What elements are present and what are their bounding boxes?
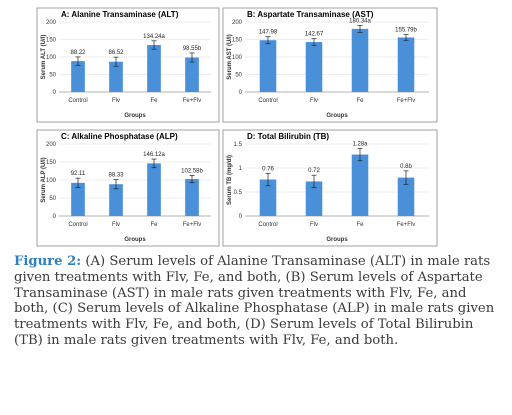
y-tick-label: 150	[232, 38, 243, 44]
y-tick-label: 0	[239, 214, 243, 220]
bar	[397, 177, 415, 216]
bar	[147, 163, 161, 216]
data-label: 146.12a	[143, 152, 165, 158]
bar	[351, 154, 369, 216]
data-label: 86.52	[108, 50, 124, 56]
bar	[305, 181, 323, 216]
x-tick-label: Flv	[112, 98, 120, 104]
x-tick-label: Flv	[310, 222, 318, 228]
bar	[185, 57, 199, 92]
y-tick-label: 150	[46, 38, 57, 44]
x-axis-label: Groups	[124, 237, 146, 243]
y-tick-label: 0.5	[234, 190, 243, 196]
data-label: 98.55b	[183, 46, 202, 52]
y-axis-label: Serum ALT (U/l)	[41, 35, 47, 80]
y-tick-label: 0	[239, 90, 243, 96]
bar	[397, 37, 415, 92]
y-tick-label: 200	[46, 20, 57, 26]
data-label: 0.8b	[400, 164, 412, 170]
chart-title-d: D: Total Bilirubin (TB)	[247, 132, 329, 141]
bar	[109, 61, 123, 92]
x-axis-label: Groups	[326, 113, 348, 119]
y-tick-label: 50	[49, 73, 56, 79]
figure-label: Figure 2:	[14, 254, 82, 269]
chart-panel-c: C: Alkaline Phosphatase (ALP) 0 50 100 150 20…	[36, 129, 220, 247]
chart-panel-d: D: Total Bilirubin (TB) 0 0.5 1 1.5 Serum TB …	[222, 129, 438, 247]
x-tick-label: Fe	[150, 222, 158, 228]
x-tick-label: Control	[258, 222, 277, 228]
y-tick-label: 150	[46, 160, 57, 166]
y-axis-label: Serum ALP (U/l)	[41, 157, 47, 202]
data-label: 155.79b	[395, 28, 417, 34]
y-axis-label: Serum AST (U/l)	[227, 34, 233, 79]
x-axis-label: Groups	[326, 237, 348, 243]
x-tick-label: Fe+Flv	[183, 222, 202, 228]
y-tick-label: 50	[235, 73, 242, 79]
bar	[71, 182, 85, 216]
y-tick-label: 1.5	[234, 142, 243, 148]
x-tick-label: Flv	[310, 98, 318, 104]
x-tick-label: Fe+Flv	[397, 98, 416, 104]
figure-caption: Figure 2: (A) Serum levels of Alanine Tr…	[14, 254, 500, 349]
x-tick-label: Flv	[112, 222, 120, 228]
caption-text: (A) Serum levels of Alanine Transaminase…	[14, 254, 495, 348]
data-label: 0.76	[262, 166, 274, 172]
data-label: 1.28a	[352, 141, 368, 147]
x-tick-label: Control	[258, 98, 277, 104]
chart-panel-a: A: Alanine Transaminase (ALT) 0 50 100 150 20…	[36, 7, 220, 123]
data-label: 147.98	[259, 30, 278, 36]
data-label: 180.34a	[349, 18, 371, 24]
bar	[71, 61, 85, 92]
x-tick-label: Fe	[150, 98, 158, 104]
x-tick-label: Fe+Flv	[397, 222, 416, 228]
chart-title-a: A: Alanine Transaminase (ALT)	[61, 10, 179, 19]
bar	[185, 179, 199, 216]
y-tick-label: 1	[239, 166, 243, 172]
y-tick-label: 50	[49, 196, 56, 202]
y-axis-label: Serum TB (mg/dl)	[227, 155, 233, 205]
data-label: 88.22	[70, 50, 86, 56]
x-tick-label: Fe	[356, 222, 364, 228]
y-tick-label: 0	[53, 214, 57, 220]
data-label: 134.24a	[143, 34, 165, 40]
data-label: 142.67	[305, 32, 324, 38]
x-axis-label: Groups	[124, 113, 146, 119]
data-label: 88.33	[108, 173, 124, 179]
figure-charts: A: Alanine Transaminase (ALT)05010015020…	[36, 7, 438, 247]
y-tick-label: 100	[232, 55, 243, 61]
chart-title-b: B: Aspartate Transaminase (AST)	[247, 10, 374, 19]
y-tick-label: 200	[46, 142, 57, 148]
bar	[259, 179, 277, 216]
data-label: 92.11	[71, 171, 86, 177]
chart-title-c: C: Alkaline Phosphatase (ALP)	[61, 132, 178, 141]
bar	[351, 28, 369, 92]
x-tick-label: Fe+Flv	[183, 98, 202, 104]
data-label: 102.58b	[181, 168, 203, 174]
chart-panel-b: B: Aspartate Transaminase (AST) 0 50 100 150…	[222, 7, 438, 123]
y-tick-label: 100	[46, 55, 57, 61]
bar	[305, 42, 323, 92]
y-tick-label: 0	[53, 90, 57, 96]
y-tick-label: 100	[46, 178, 57, 184]
x-tick-label: Control	[68, 98, 87, 104]
data-label: 0.72	[308, 168, 320, 174]
bar	[147, 45, 161, 92]
x-tick-label: Control	[68, 222, 87, 228]
x-tick-label: Fe	[356, 98, 364, 104]
bar	[259, 40, 277, 92]
bar	[109, 184, 123, 216]
y-tick-label: 200	[232, 20, 243, 26]
